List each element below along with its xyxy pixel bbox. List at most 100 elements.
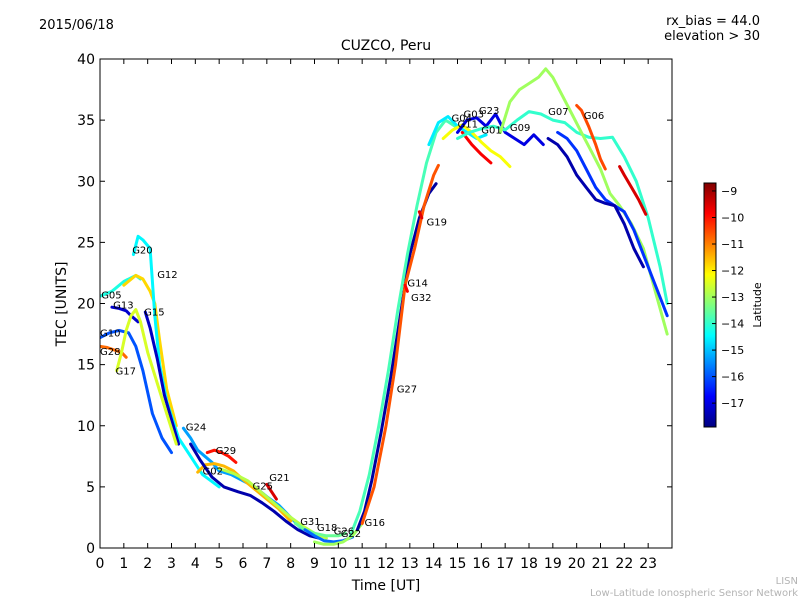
y-axis: 0 5 10 15 20 25 30 35 40 [77,52,672,557]
colorbar-tick-label: −17 [721,397,744,410]
satellite-label-g13: G13 [113,300,133,311]
series-line-g18 [293,522,347,538]
colorbar: −9 −10 −11 −12 −13 −14 −15 −16 −17 Latitude [703,182,764,428]
y-tick-label: 20 [77,297,95,313]
colorbar-gradient [703,182,717,428]
satellite-label-g18: G18 [317,523,337,534]
x-tick-label: 0 [96,556,105,572]
x-tick-label: 20 [568,556,586,572]
series-line-g15 [143,310,181,446]
colorbar-tick-label: −10 [721,211,744,224]
date-label: 2015/06/18 [39,18,114,33]
satellite-label-g23: G23 [479,106,499,117]
series-line-g24 [181,426,305,532]
credit-block: LISN Low-Latitude Ionospheric Sensor Net… [590,576,798,600]
colorbar-tick-label: −9 [721,185,737,198]
satellite-label-g14: G14 [407,278,427,289]
series-line-g32 [403,283,409,293]
satellite-label-g17: G17 [116,366,136,377]
x-tick-label: 18 [520,556,538,572]
x-tick-label: 14 [425,556,443,572]
y-tick-label: 35 [77,113,95,129]
chart-title: CUZCO, Peru [340,38,432,54]
series-line-g23 [456,112,545,147]
credit-long: Low-Latitude Ionospheric Sensor Network [590,588,798,599]
satellite-label-g28: G28 [100,347,120,358]
satellite-label-g26: G26 [334,527,354,538]
parameters-block: rx_bias = 44.0 elevation > 30 [664,14,760,44]
x-tick-label: 5 [215,556,224,572]
series-line-g17 [115,308,178,446]
colorbar-tick-label: −16 [721,371,744,384]
satellite-label-g09: G09 [510,123,530,134]
y-tick-label: 0 [86,541,95,557]
credit-short: LISN [775,576,798,587]
colorbar-tick-label: −12 [721,265,744,278]
y-tick-label: 30 [77,174,95,190]
rx-bias-label: rx_bias = 44.0 [666,14,760,29]
x-tick-label: 3 [167,556,176,572]
x-tick-label: 10 [329,556,347,572]
x-tick-label: 22 [615,556,633,572]
series-line-g27 [348,118,457,538]
satellite-label-g15: G15 [144,308,164,319]
colorbar-label: Latitude [751,282,764,328]
x-tick-label: 2 [143,556,152,572]
satellite-label-g24: G24 [186,423,206,434]
series-line-g01 [460,130,493,165]
series-line-g03 [441,123,512,169]
x-tick-label: 12 [377,556,395,572]
series-line-g13 [110,305,140,324]
colorbar-ticks: −9 −10 −11 −12 −13 −14 −15 −16 −17 [712,185,744,410]
satellite-label-g05: G05 [101,291,121,302]
x-tick-label: 17 [496,556,514,572]
satellite-label-g04: G04 [452,113,472,124]
satellite-label-g11: G11 [458,120,478,131]
colorbar-tick-label: −13 [721,291,744,304]
satellite-label-g12: G12 [157,270,177,281]
satellite-label-g29: G29 [216,446,236,457]
series-line-g28 [100,344,128,359]
y-axis-label: TEC [UNITS] [54,262,70,348]
series-line-g11 [618,165,648,216]
series-line-g10 [100,328,173,455]
series-line-g21 [265,482,278,501]
series-line-g06 [575,104,607,171]
satellite-label-g19: G19 [427,217,447,228]
y-tick-label: 10 [77,419,95,435]
x-tick-label: 7 [262,556,271,572]
satellite-label-g07: G07 [548,107,568,118]
satellite-label-g02: G02 [203,467,223,478]
satellite-label-g25: G25 [253,481,273,492]
x-tick-label: 21 [592,556,610,572]
y-tick-label: 15 [77,358,95,374]
x-tick-label: 1 [119,556,128,572]
series-line-g30 [546,137,645,269]
satellite-label-g20: G20 [132,245,152,256]
satellite-label-g27: G27 [397,385,417,396]
y-tick-label: 25 [77,235,95,251]
series-line-g29 [205,448,238,464]
colorbar-tick-label: −14 [721,318,744,331]
x-axis: 0 1 2 3 4 5 6 7 8 9 10 11 12 13 14 15 16 17 18 19 20 21 22 23 [96,59,657,572]
series-line-g19 [417,210,424,220]
x-axis-label: Time [UT] [351,578,420,594]
satellite-label-g21: G21 [269,473,289,484]
plot-frame [99,58,673,549]
satellite-label-g32: G32 [411,293,431,304]
series-layer [100,67,669,546]
x-tick-label: 9 [310,556,319,572]
x-tick-label: 16 [472,556,490,572]
colorbar-tick-label: −11 [721,238,744,251]
x-tick-label: 6 [239,556,248,572]
series-line-g09 [456,110,669,305]
x-tick-label: 11 [353,556,371,572]
y-tick-label: 40 [77,52,95,68]
satellite-label-g01: G01 [481,126,501,137]
satellite-label-g16: G16 [365,518,385,529]
colorbar-tick-label: −15 [721,344,744,357]
x-tick-label: 8 [286,556,295,572]
satellite-label-g03: G03 [464,110,484,121]
satellite-label-g22: G22 [341,529,361,540]
